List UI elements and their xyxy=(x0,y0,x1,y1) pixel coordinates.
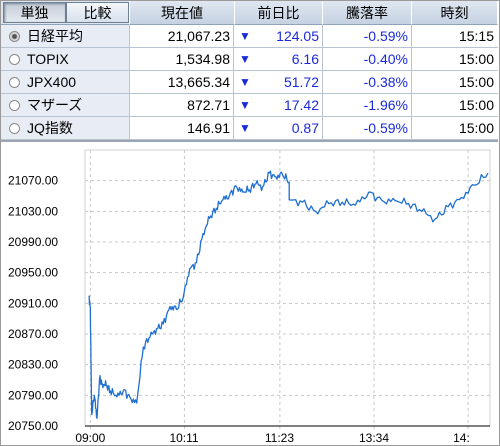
divider xyxy=(1,140,498,142)
tab-compare[interactable]: 比較 xyxy=(66,2,129,23)
index-row-mothers[interactable]: マザーズ 872.71 ▼ 17.42 -1.96% 15:00 xyxy=(1,94,498,117)
x-tick-label: 09:00 xyxy=(75,431,105,445)
time-value: 15:00 xyxy=(458,51,494,67)
time-value: 15:00 xyxy=(458,97,494,113)
y-tick-label: 20950.00 xyxy=(8,266,58,280)
index-row-topix[interactable]: TOPIX 1,534.98 ▼ 6.16 -0.40% 15:00 xyxy=(1,48,498,71)
pct-value: -0.38% xyxy=(324,71,412,93)
price-value: 13,665.34 xyxy=(131,71,234,93)
index-name: マザーズ xyxy=(27,97,83,113)
index-row-jq[interactable]: JQ指数 146.91 ▼ 0.87 -0.59% 15:00 xyxy=(1,117,498,140)
radio-icon[interactable] xyxy=(9,122,20,134)
index-name-cell: 日経平均 xyxy=(1,25,130,47)
index-name-cell: JPX400 xyxy=(1,71,130,93)
index-name: JQ指数 xyxy=(27,120,73,136)
price-value: 1,534.98 xyxy=(131,48,234,70)
price-value: 21,067.23 xyxy=(131,25,234,47)
x-tick-label: 11:23 xyxy=(265,431,294,445)
index-row-nikkei[interactable]: 日経平均 21,067.23 ▼ 124.05 -0.59% 15:15 xyxy=(1,25,498,48)
y-tick-label: 20870.00 xyxy=(8,327,58,341)
change-value: 124.05 xyxy=(253,25,323,47)
down-arrow-icon: ▼ xyxy=(239,98,251,112)
price-line xyxy=(88,170,489,419)
column-header-change[interactable]: 前日比 xyxy=(235,1,323,25)
down-arrow-icon: ▼ xyxy=(239,121,251,135)
x-tick-label: 10:11 xyxy=(169,431,198,445)
y-tick-label: 20790.00 xyxy=(8,388,58,402)
plot-area xyxy=(84,149,491,427)
down-arrow-icon: ▼ xyxy=(239,52,251,66)
x-tick-label: 14: xyxy=(453,431,470,445)
x-axis: 09:00 10:11 11:23 13:34 14: xyxy=(75,431,469,445)
price-value: 872.71 xyxy=(131,94,234,116)
column-header-price[interactable]: 現在値 xyxy=(130,1,235,25)
pct-value: -1.96% xyxy=(324,94,412,116)
y-tick-label: 21070.00 xyxy=(8,174,58,188)
price-value: 146.91 xyxy=(131,117,234,139)
y-tick-label: 20750.00 xyxy=(8,419,58,433)
index-name-cell: TOPIX xyxy=(1,48,130,70)
change-value: 0.87 xyxy=(253,117,323,139)
change-value: 6.16 xyxy=(253,48,323,70)
index-name: 日経平均 xyxy=(27,28,83,44)
y-tick-label: 21030.00 xyxy=(8,204,58,218)
x-tick-label: 13:34 xyxy=(359,431,389,445)
column-header-time[interactable]: 時刻 xyxy=(412,1,498,25)
down-arrow-icon: ▼ xyxy=(239,75,251,89)
y-tick-label: 20990.00 xyxy=(8,235,58,249)
pct-value: -0.59% xyxy=(324,25,412,47)
tab-single[interactable]: 単独 xyxy=(3,2,66,23)
index-name: TOPIX xyxy=(27,51,69,67)
time-value: 15:15 xyxy=(458,28,494,44)
pct-value: -0.59% xyxy=(324,117,412,139)
radio-icon[interactable] xyxy=(9,53,20,65)
y-tick-label: 20910.00 xyxy=(8,296,58,310)
change-value: 51.72 xyxy=(253,71,323,93)
index-name-cell: マザーズ xyxy=(1,94,130,116)
time-value: 15:00 xyxy=(458,74,494,90)
radio-icon[interactable] xyxy=(9,76,20,88)
index-name: JPX400 xyxy=(27,74,77,90)
index-row-jpx400[interactable]: JPX400 13,665.34 ▼ 51.72 -0.38% 15:00 xyxy=(1,71,498,94)
intraday-chart: 21070.00 21030.00 20990.00 20950.00 20910.00… xyxy=(8,149,491,445)
pct-value: -0.40% xyxy=(324,48,412,70)
y-axis: 21070.00 21030.00 20990.00 20950.00 20910.00… xyxy=(8,174,58,433)
index-name-cell: JQ指数 xyxy=(1,117,130,139)
time-value: 15:00 xyxy=(458,120,494,136)
down-arrow-icon: ▼ xyxy=(239,29,251,43)
change-value: 17.42 xyxy=(253,94,323,116)
y-tick-label: 20830.00 xyxy=(8,358,58,372)
radio-selected-icon[interactable] xyxy=(9,30,20,42)
radio-icon[interactable] xyxy=(9,99,20,111)
column-header-pct[interactable]: 騰落率 xyxy=(323,1,412,25)
